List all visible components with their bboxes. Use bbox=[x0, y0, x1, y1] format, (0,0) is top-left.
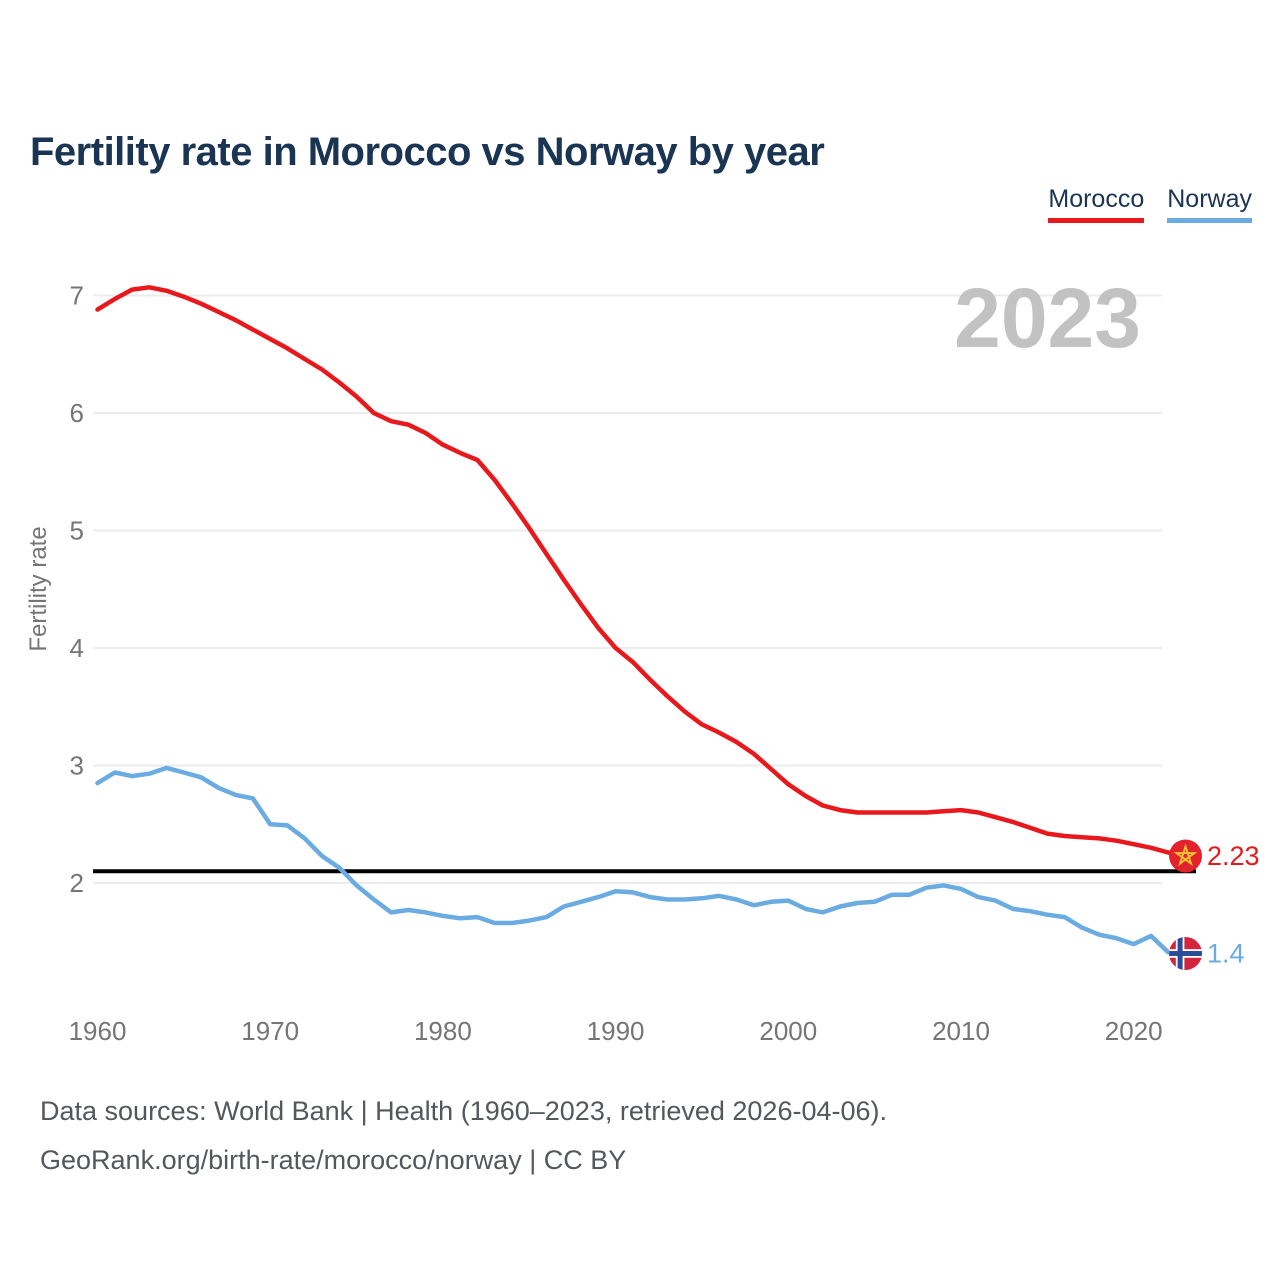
x-tick-label-1970: 1970 bbox=[241, 1016, 299, 1046]
x-tick-label-2000: 2000 bbox=[759, 1016, 817, 1046]
series-line-morocco[interactable] bbox=[95, 285, 1188, 859]
legend-item-morocco[interactable]: Morocco bbox=[1048, 185, 1145, 223]
x-tick-label-2020: 2020 bbox=[1105, 1016, 1163, 1046]
y-tick-label-7: 7 bbox=[70, 281, 84, 311]
y-axis-title: Fertility rate bbox=[25, 526, 52, 651]
footer: Data sources: World Bank | Health (1960–… bbox=[40, 1087, 887, 1184]
x-tick-label-1990: 1990 bbox=[587, 1016, 645, 1046]
norway-cross-blue-h bbox=[1169, 951, 1203, 956]
end-value-label-morocco: 2.23 bbox=[1207, 841, 1260, 871]
legend: Morocco Norway bbox=[1048, 185, 1252, 223]
norway-flag-icon bbox=[1169, 937, 1203, 970]
y-tick-label-6: 6 bbox=[70, 398, 84, 428]
series-line-norway[interactable] bbox=[95, 765, 1188, 956]
norway-flag-clip-group bbox=[1169, 937, 1203, 970]
morocco-flag-icon bbox=[1169, 839, 1203, 873]
x-tick-label-2010: 2010 bbox=[932, 1016, 990, 1046]
y-tick-label-2: 2 bbox=[70, 868, 84, 898]
y-tick-label-5: 5 bbox=[70, 516, 84, 546]
legend-item-norway[interactable]: Norway bbox=[1167, 185, 1252, 223]
end-value-label-norway: 1.4 bbox=[1207, 939, 1245, 969]
footer-attribution: GeoRank.org/birth-rate/morocco/norway | … bbox=[40, 1144, 627, 1175]
watermark-year: 2023 bbox=[954, 271, 1141, 365]
x-tick-label-1960: 1960 bbox=[69, 1016, 127, 1046]
morocco-flag-circle bbox=[1169, 839, 1203, 873]
x-tick-label-1980: 1980 bbox=[414, 1016, 472, 1046]
y-tick-label-4: 4 bbox=[70, 633, 84, 663]
footer-sources: Data sources: World Bank | Health (1960–… bbox=[40, 1096, 887, 1126]
page-title: Fertility rate in Morocco vs Norway by y… bbox=[30, 129, 825, 174]
y-tick-label-3: 3 bbox=[70, 751, 84, 781]
morocco-star bbox=[1173, 843, 1198, 867]
